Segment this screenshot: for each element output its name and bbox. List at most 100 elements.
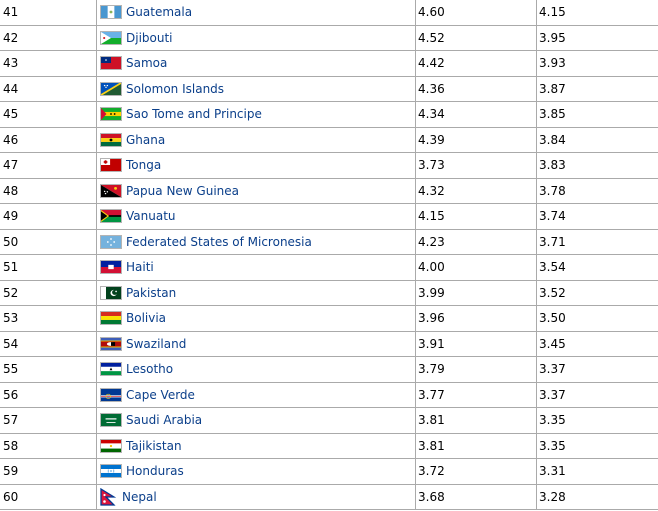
value-cell-2: 3.37: [536, 381, 658, 408]
solomon-islands-flag-icon: [100, 81, 122, 96]
country-cell: Bolivia: [96, 305, 416, 332]
value-cell-2: 3.85: [536, 101, 658, 128]
table-row: 56 Cape Verde 3.77 3.37: [0, 381, 658, 408]
value-cell-1: 3.72: [415, 458, 537, 485]
rank-cell: 42: [0, 24, 97, 51]
value-cell-1: 4.52: [415, 24, 537, 51]
rank-cell: 44: [0, 75, 97, 102]
tonga-flag-icon: [100, 158, 122, 173]
value-cell-1: 3.79: [415, 356, 537, 383]
table-row: 43 Samoa 4.42 3.93: [0, 50, 658, 77]
value-cell-2: 3.35: [536, 432, 658, 459]
value-cell-1: 4.34: [415, 101, 537, 128]
lesotho-flag-icon: [100, 362, 122, 377]
table-row: 48 Papua New Guinea 4.32 3.78: [0, 177, 658, 204]
rank-cell: 43: [0, 50, 97, 77]
rank-cell: 54: [0, 330, 97, 357]
value-cell-1: 3.96: [415, 305, 537, 332]
country-link[interactable]: Bolivia: [126, 311, 167, 326]
country-link[interactable]: Nepal: [122, 489, 157, 504]
vanuatu-flag-icon: [100, 209, 122, 224]
rank-cell: 48: [0, 177, 97, 204]
value-cell-2: 3.71: [536, 228, 658, 255]
country-link[interactable]: Honduras: [126, 464, 184, 479]
value-cell-2: 3.45: [536, 330, 658, 357]
country-link[interactable]: Ghana: [126, 132, 166, 147]
table-row: 42 Djibouti 4.52 3.95: [0, 24, 658, 51]
value-cell-2: 3.93: [536, 50, 658, 77]
value-cell-2: 3.78: [536, 177, 658, 204]
country-link[interactable]: Samoa: [126, 56, 168, 71]
country-cell: Samoa: [96, 50, 416, 77]
country-cell: Tonga: [96, 152, 416, 179]
value-cell-1: 4.42: [415, 50, 537, 77]
honduras-flag-icon: [100, 464, 122, 479]
value-cell-1: 4.23: [415, 228, 537, 255]
country-link[interactable]: Djibouti: [126, 30, 173, 45]
country-link[interactable]: Solomon Islands: [126, 81, 225, 96]
table-row: 41 Guatemala 4.60 4.15: [0, 0, 658, 26]
value-cell-1: 3.81: [415, 432, 537, 459]
papua-new-guinea-flag-icon: [100, 183, 122, 198]
country-cell: Guatemala: [96, 0, 416, 26]
nepal-flag-icon: [100, 487, 116, 506]
table-row: 49 Vanuatu 4.15 3.74: [0, 203, 658, 230]
tajikistan-flag-icon: [100, 438, 122, 453]
value-cell-2: 3.95: [536, 24, 658, 51]
country-cell: Honduras: [96, 458, 416, 485]
country-cell: Papua New Guinea: [96, 177, 416, 204]
value-cell-2: 3.50: [536, 305, 658, 332]
country-cell: Saudi Arabia: [96, 407, 416, 434]
country-link[interactable]: Federated States of Micronesia: [126, 234, 312, 249]
value-cell-1: 3.81: [415, 407, 537, 434]
country-cell: Djibouti: [96, 24, 416, 51]
djibouti-flag-icon: [100, 30, 122, 45]
bolivia-flag-icon: [100, 311, 122, 326]
country-link[interactable]: Vanuatu: [126, 209, 176, 224]
table-row: 45 Sao Tome and Principe 4.34 3.85: [0, 101, 658, 128]
value-cell-1: 4.00: [415, 254, 537, 281]
country-link[interactable]: Haiti: [126, 260, 154, 275]
table-row: 57 Saudi Arabia 3.81 3.35: [0, 407, 658, 434]
value-cell-2: 3.37: [536, 356, 658, 383]
rank-cell: 52: [0, 279, 97, 306]
country-cell: Nepal: [96, 483, 416, 510]
country-link[interactable]: Sao Tome and Principe: [126, 107, 262, 122]
rank-cell: 45: [0, 101, 97, 128]
value-cell-1: 4.60: [415, 0, 537, 26]
table-row: 51 Haiti 4.00 3.54: [0, 254, 658, 281]
country-cell: Vanuatu: [96, 203, 416, 230]
rank-cell: 57: [0, 407, 97, 434]
table-row: 60 Nepal 3.68 3.28: [0, 483, 658, 510]
rank-cell: 59: [0, 458, 97, 485]
country-link[interactable]: Tajikistan: [126, 438, 182, 453]
value-cell-1: 4.36: [415, 75, 537, 102]
country-cell: Lesotho: [96, 356, 416, 383]
country-cell: Ghana: [96, 126, 416, 153]
country-link[interactable]: Cape Verde: [126, 387, 195, 402]
country-link[interactable]: Tonga: [126, 158, 162, 173]
country-cell: Federated States of Micronesia: [96, 228, 416, 255]
saudi-arabia-flag-icon: [100, 413, 122, 428]
country-cell: Sao Tome and Principe: [96, 101, 416, 128]
country-link[interactable]: Pakistan: [126, 285, 177, 300]
country-cell: Tajikistan: [96, 432, 416, 459]
table-row: 46 Ghana 4.39 3.84: [0, 126, 658, 153]
country-link[interactable]: Papua New Guinea: [126, 183, 240, 198]
country-link[interactable]: Saudi Arabia: [126, 413, 203, 428]
samoa-flag-icon: [100, 56, 122, 71]
haiti-flag-icon: [100, 260, 122, 275]
table-row: 52 Pakistan 3.99 3.52: [0, 279, 658, 306]
value-cell-2: 3.84: [536, 126, 658, 153]
table-row: 59 Honduras 3.72 3.31: [0, 458, 658, 485]
value-cell-1: 3.77: [415, 381, 537, 408]
table-row: 58 Tajikistan 3.81 3.35: [0, 432, 658, 459]
rank-cell: 55: [0, 356, 97, 383]
country-link[interactable]: Guatemala: [126, 5, 193, 20]
table-row: 50 Federated States of Micronesia 4.23 3…: [0, 228, 658, 255]
country-cell: Haiti: [96, 254, 416, 281]
sao-tome-and-principe-flag-icon: [100, 107, 122, 122]
country-link[interactable]: Swaziland: [126, 336, 187, 351]
country-link[interactable]: Lesotho: [126, 362, 174, 377]
